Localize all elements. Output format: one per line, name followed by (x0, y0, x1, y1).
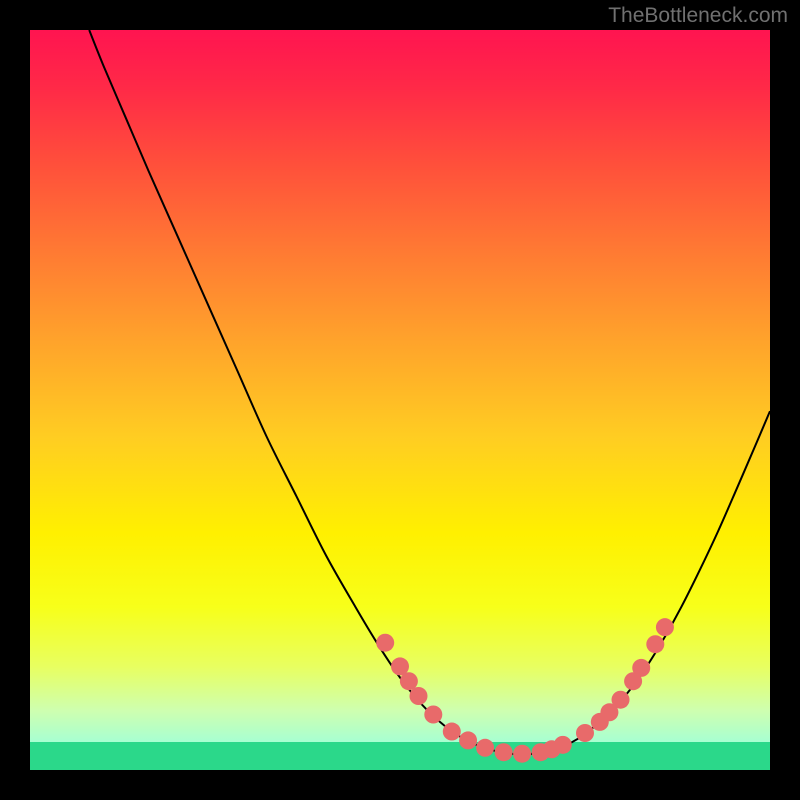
data-marker (656, 618, 674, 636)
chart-svg (30, 30, 770, 770)
watermark-text: TheBottleneck.com (608, 4, 788, 28)
bottleneck-curve (89, 30, 770, 754)
data-marker (424, 706, 442, 724)
data-marker (646, 635, 664, 653)
data-marker (513, 745, 531, 763)
data-marker (632, 659, 650, 677)
data-marker (495, 743, 513, 761)
chart-container: TheBottleneck.com (0, 0, 800, 800)
data-marker (612, 691, 630, 709)
plot-area (30, 30, 770, 770)
data-marker (410, 687, 428, 705)
data-marker (459, 731, 477, 749)
data-marker (576, 724, 594, 742)
data-marker (443, 723, 461, 741)
data-marker (476, 739, 494, 757)
data-marker (554, 736, 572, 754)
data-marker (400, 672, 418, 690)
data-marker (376, 634, 394, 652)
